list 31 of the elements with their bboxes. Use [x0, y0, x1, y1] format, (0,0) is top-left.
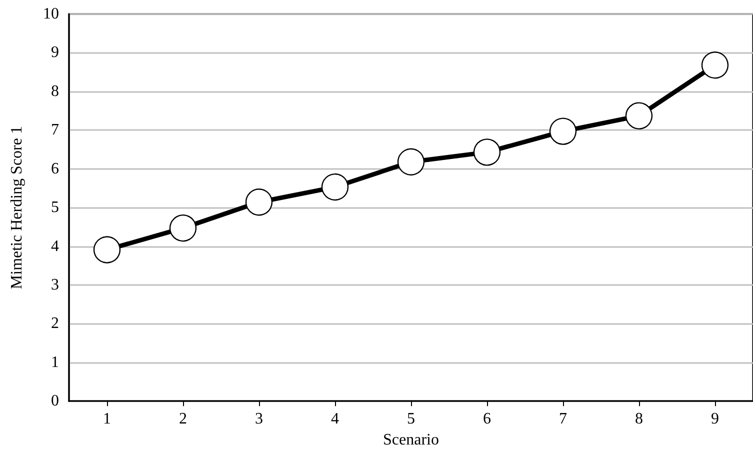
point — [549, 118, 577, 145]
x-tick-label: 2 — [179, 410, 187, 428]
x-tick-label: 9 — [711, 410, 719, 428]
x-tick-label: 6 — [483, 410, 491, 428]
x-axis-title: Scenario — [383, 432, 439, 448]
y-tick-label: 2 — [51, 315, 59, 332]
y-tick-label: 1 — [51, 354, 59, 371]
y-tick-label: 8 — [51, 82, 59, 100]
x-tick-label: 5 — [407, 410, 415, 428]
y-tick-label: 6 — [51, 160, 59, 178]
x-tick-label: 1 — [103, 410, 111, 428]
point — [245, 188, 273, 216]
point — [701, 52, 729, 79]
point — [397, 148, 425, 176]
y-tick-label: 9 — [51, 44, 59, 62]
point — [169, 214, 197, 242]
y-axis-title: Mimetic Herding Score 1 — [8, 126, 26, 290]
x-tick-label: 4 — [331, 410, 339, 428]
point — [93, 236, 121, 264]
y-tick-label: 4 — [51, 238, 59, 255]
point — [321, 173, 349, 201]
y-tick-label: 0 — [51, 392, 59, 410]
x-tick-label: 7 — [559, 410, 567, 428]
x-tick-label: 8 — [635, 410, 643, 428]
point — [625, 102, 653, 130]
point — [473, 138, 501, 166]
x-tick-label: 3 — [255, 410, 263, 428]
y-tick-label: 3 — [51, 276, 59, 294]
y-tick-label: 5 — [51, 199, 59, 216]
y-tick-label: 7 — [51, 122, 59, 139]
y-tick-label: 10 — [43, 6, 59, 22]
